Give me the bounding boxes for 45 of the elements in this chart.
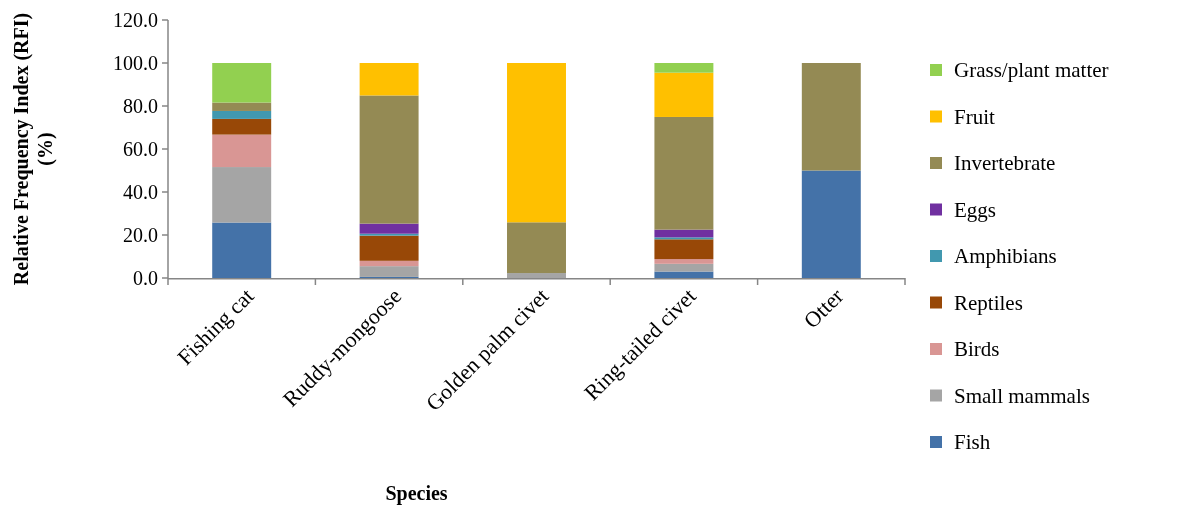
bar [801, 170, 861, 278]
legend-label: Amphibians [954, 244, 1057, 269]
bar [359, 235, 419, 261]
bar [359, 260, 419, 267]
legend-label: Grass/plant matter [954, 58, 1109, 83]
legend-label: Fish [954, 430, 991, 455]
y-tick-label: 60.0 [123, 138, 158, 160]
bar [212, 167, 272, 223]
bar [212, 102, 272, 111]
y-axis-title: Relative Frequency Index (RFI) (%) [10, 12, 57, 286]
bar [359, 223, 419, 234]
y-tick-label: 20.0 [123, 224, 158, 246]
legend-label: Small mammals [954, 383, 1090, 408]
y-tick-label: 40.0 [123, 181, 158, 203]
bar [654, 72, 714, 117]
bar [654, 259, 714, 264]
y-tick-label: 100.0 [113, 52, 158, 74]
bar [212, 63, 272, 103]
legend-label: Birds [954, 337, 1000, 362]
bar [654, 239, 714, 260]
bar [507, 273, 566, 278]
legend-label: Reptiles [954, 290, 1023, 315]
y-tick-label: 0.0 [133, 267, 158, 289]
bar [212, 110, 272, 119]
y-tick-label: 80.0 [123, 95, 158, 117]
bar [359, 95, 419, 224]
legend-label: Fruit [954, 104, 996, 129]
x-tick-label: Otter [798, 282, 849, 333]
legend-label: Invertebrate [954, 151, 1056, 176]
bar [212, 222, 272, 278]
bar [359, 266, 419, 277]
bar [654, 263, 714, 272]
legend-label: Eggs [954, 197, 996, 222]
bar [359, 63, 419, 96]
bar [654, 63, 714, 73]
bar [654, 271, 714, 278]
y-tick-label: 120.0 [113, 9, 158, 31]
bar [507, 222, 566, 274]
bar [801, 63, 861, 171]
bar [212, 118, 272, 135]
x-axis-title: Species [385, 482, 448, 505]
bar [654, 229, 714, 238]
bar [654, 116, 714, 230]
bar [507, 63, 566, 223]
bar [212, 134, 272, 168]
